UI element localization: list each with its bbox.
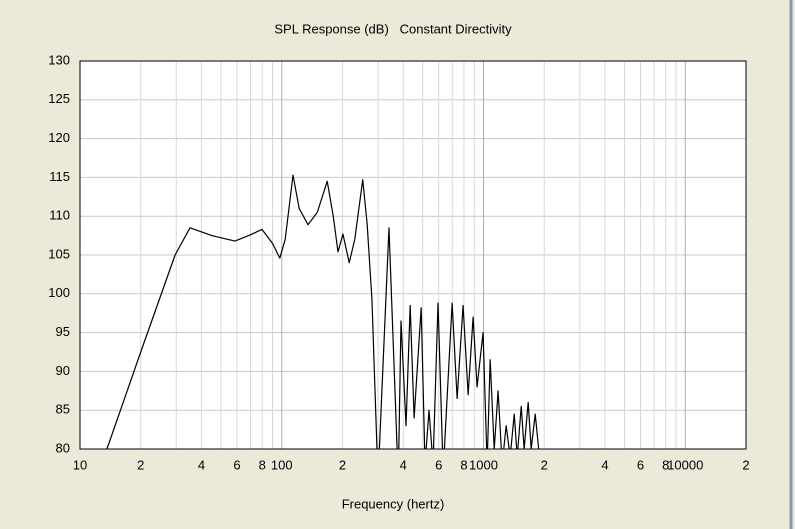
x-tick-label: 10: [73, 457, 87, 472]
x-tick-label: 6: [233, 457, 240, 472]
x-tick-label: 8: [259, 457, 266, 472]
y-tick-label: 125: [48, 91, 70, 106]
x-tick-label: 4: [400, 457, 407, 472]
x-tick-label: 8: [662, 457, 669, 472]
chart-title: SPL Response (dB) Constant Directivity: [274, 21, 512, 36]
x-tick-label: 8: [460, 457, 467, 472]
x-tick-label: 4: [198, 457, 205, 472]
y-tick-label: 90: [56, 363, 70, 378]
y-tick-label: 110: [49, 208, 70, 223]
x-tick-label: 6: [435, 457, 442, 472]
x-tick-label: 2: [541, 457, 548, 472]
y-tick-label: 85: [56, 402, 70, 417]
x-tick-label: 100: [271, 457, 293, 472]
y-tick-label: 115: [49, 169, 70, 184]
plot-frame: [79, 60, 747, 450]
y-tick-label: 95: [56, 324, 70, 339]
x-tick-label: 10000: [667, 457, 703, 472]
x-tick-label: 4: [601, 457, 608, 472]
y-tick-label: 80: [56, 440, 70, 455]
spl-line: [106, 174, 540, 449]
x-tick-label: 2: [742, 457, 749, 472]
x-tick-label: 2: [339, 457, 346, 472]
y-tick-label: 130: [48, 52, 70, 67]
y-tick-label: 100: [48, 285, 70, 300]
x-tick-label: 6: [637, 457, 644, 472]
y-tick-label: 105: [48, 246, 70, 261]
x-axis-label: Frequency (hertz): [342, 496, 445, 511]
x-tick-label: 1000: [469, 457, 498, 472]
x-tick-label: 2: [137, 457, 144, 472]
y-tick-label: 120: [48, 130, 70, 145]
